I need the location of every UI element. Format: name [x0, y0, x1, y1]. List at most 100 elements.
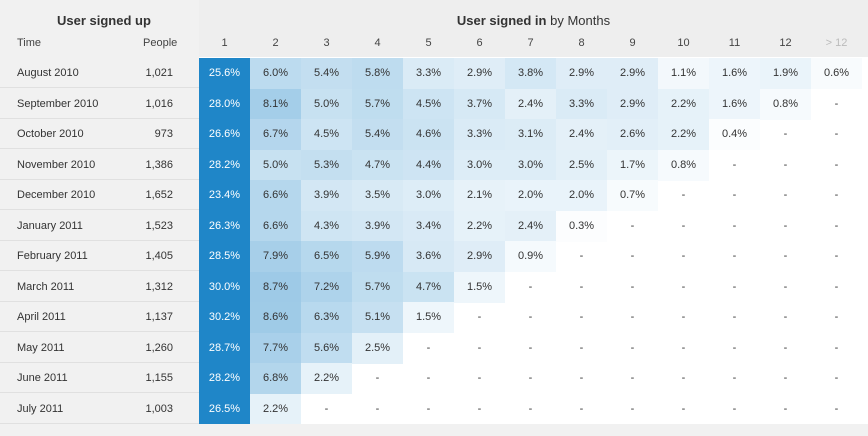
retention-cell: 4.3% [301, 210, 352, 242]
retention-cell: - [732, 189, 737, 201]
signup-row: July 2011 1,003 [0, 394, 199, 424]
month-header[interactable]: 2 [272, 37, 279, 49]
signup-title: User signed up [57, 13, 151, 28]
retention-cell: - [477, 311, 482, 323]
retention-cell: 28.0% [199, 88, 250, 120]
signup-row: November 2010 1,386 [0, 150, 199, 180]
month-header[interactable]: 5 [425, 37, 432, 49]
signup-time: September 2010 [17, 97, 99, 110]
signup-time: December 2010 [17, 189, 96, 201]
retention-cell: 6.5% [301, 241, 352, 272]
retention-cell: 0.6% [811, 58, 862, 89]
retention-cell: - [528, 311, 533, 323]
retention-cell: 5.7% [352, 271, 403, 303]
retention-cell: 3.6% [403, 241, 454, 272]
retention-cell: 2.2% [454, 210, 505, 242]
retention-cell: - [783, 250, 788, 262]
month-header[interactable]: 4 [374, 37, 381, 49]
retention-cell: 1.9% [760, 58, 811, 89]
retention-cell: 2.2% [301, 363, 352, 394]
retention-cell: - [834, 219, 839, 232]
retention-cell: 1.5% [454, 271, 505, 303]
retention-cell: - [375, 372, 380, 384]
month-header[interactable]: 8 [578, 37, 585, 49]
retention-cell: 2.0% [556, 180, 607, 211]
retention-cell: 26.5% [199, 393, 250, 425]
month-header[interactable]: 7 [527, 37, 534, 49]
retention-cell: 26.6% [199, 119, 250, 150]
retention-cell: 5.9% [352, 241, 403, 272]
retention-cell: - [681, 311, 686, 323]
retention-cell: 2.9% [556, 58, 607, 89]
month-header[interactable]: 9 [629, 37, 636, 49]
retention-cell: 28.7% [199, 332, 250, 364]
retention-cell: 8.1% [250, 88, 301, 120]
signup-people: 973 [154, 128, 173, 140]
month-header[interactable]: 6 [476, 37, 483, 49]
retention-cell: 5.6% [301, 332, 352, 364]
retention-cell: 23.4% [199, 180, 250, 211]
retention-cell: 7.7% [250, 332, 301, 364]
retention-cell: 2.4% [556, 119, 607, 150]
retention-cell: - [528, 280, 533, 293]
retention-cell: - [732, 158, 737, 171]
retention-cell: 2.9% [607, 88, 658, 120]
retention-cell: - [732, 250, 737, 262]
signup-time: August 2010 [17, 67, 79, 79]
retention-cell: 6.6% [250, 180, 301, 211]
retention-cell: 30.2% [199, 302, 250, 333]
retention-cell: 4.6% [403, 119, 454, 150]
signup-row: March 2011 1,312 [0, 272, 199, 302]
month-header[interactable]: 11 [728, 37, 741, 49]
time-column-header[interactable]: Time [17, 37, 42, 49]
retention-cell: 0.8% [760, 88, 811, 120]
month-header[interactable]: 10 [677, 37, 690, 49]
month-header[interactable]: 12 [779, 37, 792, 49]
retention-cell: 5.4% [352, 119, 403, 150]
retention-cell: 0.7% [607, 180, 658, 211]
retention-cell: - [783, 219, 788, 232]
retention-cell: 7.9% [250, 241, 301, 272]
retention-cell: - [834, 128, 839, 140]
signup-people: 1,155 [145, 372, 173, 384]
retention-cell: 1.7% [607, 149, 658, 181]
month-header[interactable]: 1 [221, 37, 228, 49]
signup-people: 1,137 [145, 311, 173, 323]
signup-row: August 2010 1,021 [0, 58, 199, 88]
retention-cell: 2.1% [454, 180, 505, 211]
retention-cell: - [783, 280, 788, 293]
retention-cell: 5.1% [352, 302, 403, 333]
retention-cell: - [732, 280, 737, 293]
retention-cell: 2.2% [250, 393, 301, 425]
retention-cell: 8.6% [250, 302, 301, 333]
retention-cell: 3.8% [505, 58, 556, 89]
signup-time: October 2010 [17, 128, 84, 140]
signup-row: December 2010 1,652 [0, 180, 199, 210]
signup-row: September 2010 1,016 [0, 89, 199, 119]
retention-cell: 2.0% [505, 180, 556, 211]
retention-cell: - [579, 372, 584, 384]
people-column-header[interactable]: People [143, 37, 178, 49]
retention-cell: 2.2% [658, 88, 709, 120]
signin-title-rest: by Months [546, 13, 611, 28]
retention-cell: 25.6% [199, 58, 250, 89]
retention-cell: - [834, 402, 839, 415]
retention-cell: - [834, 280, 839, 293]
bottom-strip [0, 424, 868, 436]
retention-cell: - [579, 341, 584, 354]
retention-cell: 6.0% [250, 58, 301, 89]
retention-cell: 0.3% [556, 210, 607, 242]
retention-cell: 5.8% [352, 58, 403, 89]
signup-row: January 2011 1,523 [0, 211, 199, 241]
retention-cell: 30.0% [199, 271, 250, 303]
signin-title: User signed in by Months [199, 13, 868, 28]
retention-cell: - [477, 372, 482, 384]
signup-people: 1,021 [145, 67, 173, 79]
month-header[interactable]: > 12 [825, 37, 848, 49]
retention-cell: - [630, 219, 635, 232]
retention-cell: - [681, 280, 686, 293]
month-header[interactable]: 3 [323, 37, 330, 49]
retention-cell: - [834, 341, 839, 354]
retention-cell: - [732, 311, 737, 323]
retention-cell: 5.3% [301, 149, 352, 181]
